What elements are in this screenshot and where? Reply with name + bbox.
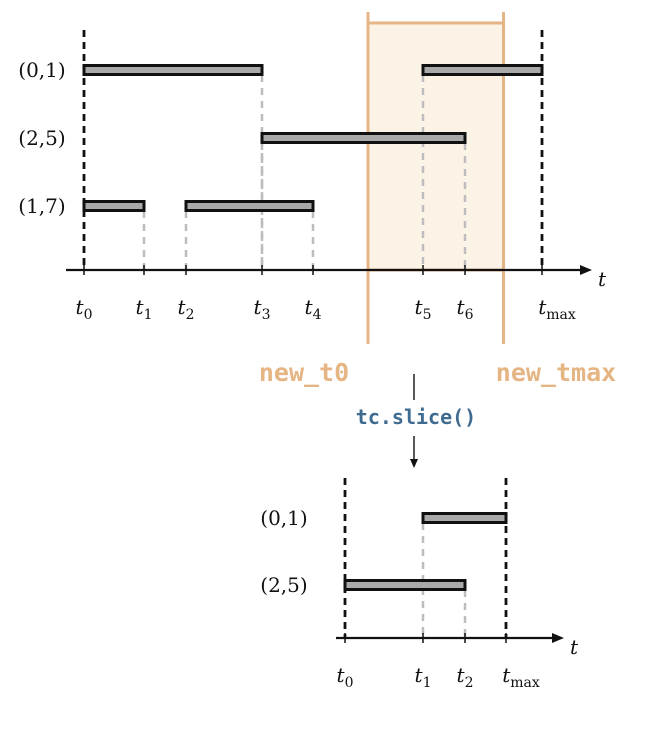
bottom-tick-label: tmax bbox=[502, 663, 540, 691]
bottom-tick-label-base: t bbox=[457, 663, 466, 687]
top-tick-label-sub: 6 bbox=[465, 307, 474, 323]
top-interval-bar bbox=[82, 200, 146, 212]
top-tick-label-sub: 2 bbox=[186, 307, 195, 323]
top-tick-label: t3 bbox=[254, 295, 271, 323]
slice-operation: tc.slice() bbox=[356, 374, 476, 468]
top-axis-label: t bbox=[598, 267, 607, 291]
top-tick-label-base: t bbox=[76, 295, 85, 319]
bottom-edge-label: (2,5) bbox=[260, 573, 307, 597]
bottom-tick-label-base: t bbox=[502, 663, 511, 687]
top-tick-label-base: t bbox=[305, 295, 314, 319]
new-tmax-label: new_tmax bbox=[496, 358, 616, 387]
bottom-tick-label-sub: 0 bbox=[345, 675, 354, 691]
top-timeline: tt0 t1 t2 t3 t4 t5 t6 tmax(0,1)(2,5)(1,7) bbox=[18, 12, 607, 344]
top-interval-bar bbox=[421, 64, 544, 76]
bottom-tick-label-sub: 2 bbox=[465, 675, 474, 691]
top-tick-label-sub: 4 bbox=[313, 307, 322, 323]
bottom-tick-label: t2 bbox=[457, 663, 474, 691]
flow-arrow-head bbox=[410, 459, 418, 468]
slice-operation-label: tc.slice() bbox=[356, 405, 476, 429]
bottom-axis-arrow bbox=[552, 633, 564, 643]
top-tick-label-base: t bbox=[538, 295, 547, 319]
top-tick-label: tmax bbox=[538, 295, 576, 323]
top-tick-label-sub: 0 bbox=[84, 307, 93, 323]
top-edge-label: (2,5) bbox=[18, 126, 65, 150]
top-axis-arrow bbox=[580, 265, 592, 275]
top-tick-label-sub: max bbox=[546, 307, 576, 323]
top-interval-bar bbox=[82, 64, 264, 76]
bottom-edge-label: (0,1) bbox=[260, 506, 307, 530]
bottom-tick-label-base: t bbox=[415, 663, 424, 687]
bottom-tick-label: t0 bbox=[337, 663, 354, 691]
top-tick-label-base: t bbox=[178, 295, 187, 319]
bottom-tick-label-base: t bbox=[337, 663, 346, 687]
slice-window-fill bbox=[368, 23, 504, 270]
top-edge-label: (1,7) bbox=[18, 194, 65, 218]
top-tick-label-base: t bbox=[254, 295, 263, 319]
top-interval-bar bbox=[260, 132, 467, 144]
top-tick-label-base: t bbox=[136, 295, 145, 319]
bottom-interval-bar bbox=[343, 579, 467, 591]
top-tick-label-base: t bbox=[415, 295, 424, 319]
top-tick-label: t4 bbox=[305, 295, 322, 323]
top-tick-label-sub: 5 bbox=[423, 307, 432, 323]
bottom-tick-label-sub: 1 bbox=[423, 675, 432, 691]
top-interval-bar bbox=[184, 200, 315, 212]
top-edge-label: (0,1) bbox=[18, 58, 65, 82]
bottom-axis-label: t bbox=[570, 635, 579, 659]
bottom-tick-label: t1 bbox=[415, 663, 432, 691]
bottom-interval-bar bbox=[421, 512, 508, 524]
top-tick-label: t6 bbox=[457, 295, 474, 323]
bottom-tick-label-sub: max bbox=[510, 675, 540, 691]
top-tick-label-base: t bbox=[457, 295, 466, 319]
top-tick-label-sub: 3 bbox=[262, 307, 271, 323]
bottom-timeline: tt0 t1 t2 tmax(0,1)(2,5) bbox=[260, 478, 579, 691]
top-tick-label: t1 bbox=[136, 295, 153, 323]
top-tick-label-sub: 1 bbox=[144, 307, 153, 323]
window-labels: new_t0 new_tmax bbox=[259, 358, 616, 387]
new-t0-label: new_t0 bbox=[259, 358, 349, 387]
top-tick-label: t0 bbox=[76, 295, 93, 323]
top-tick-label: t2 bbox=[178, 295, 195, 323]
top-tick-label: t5 bbox=[415, 295, 432, 323]
